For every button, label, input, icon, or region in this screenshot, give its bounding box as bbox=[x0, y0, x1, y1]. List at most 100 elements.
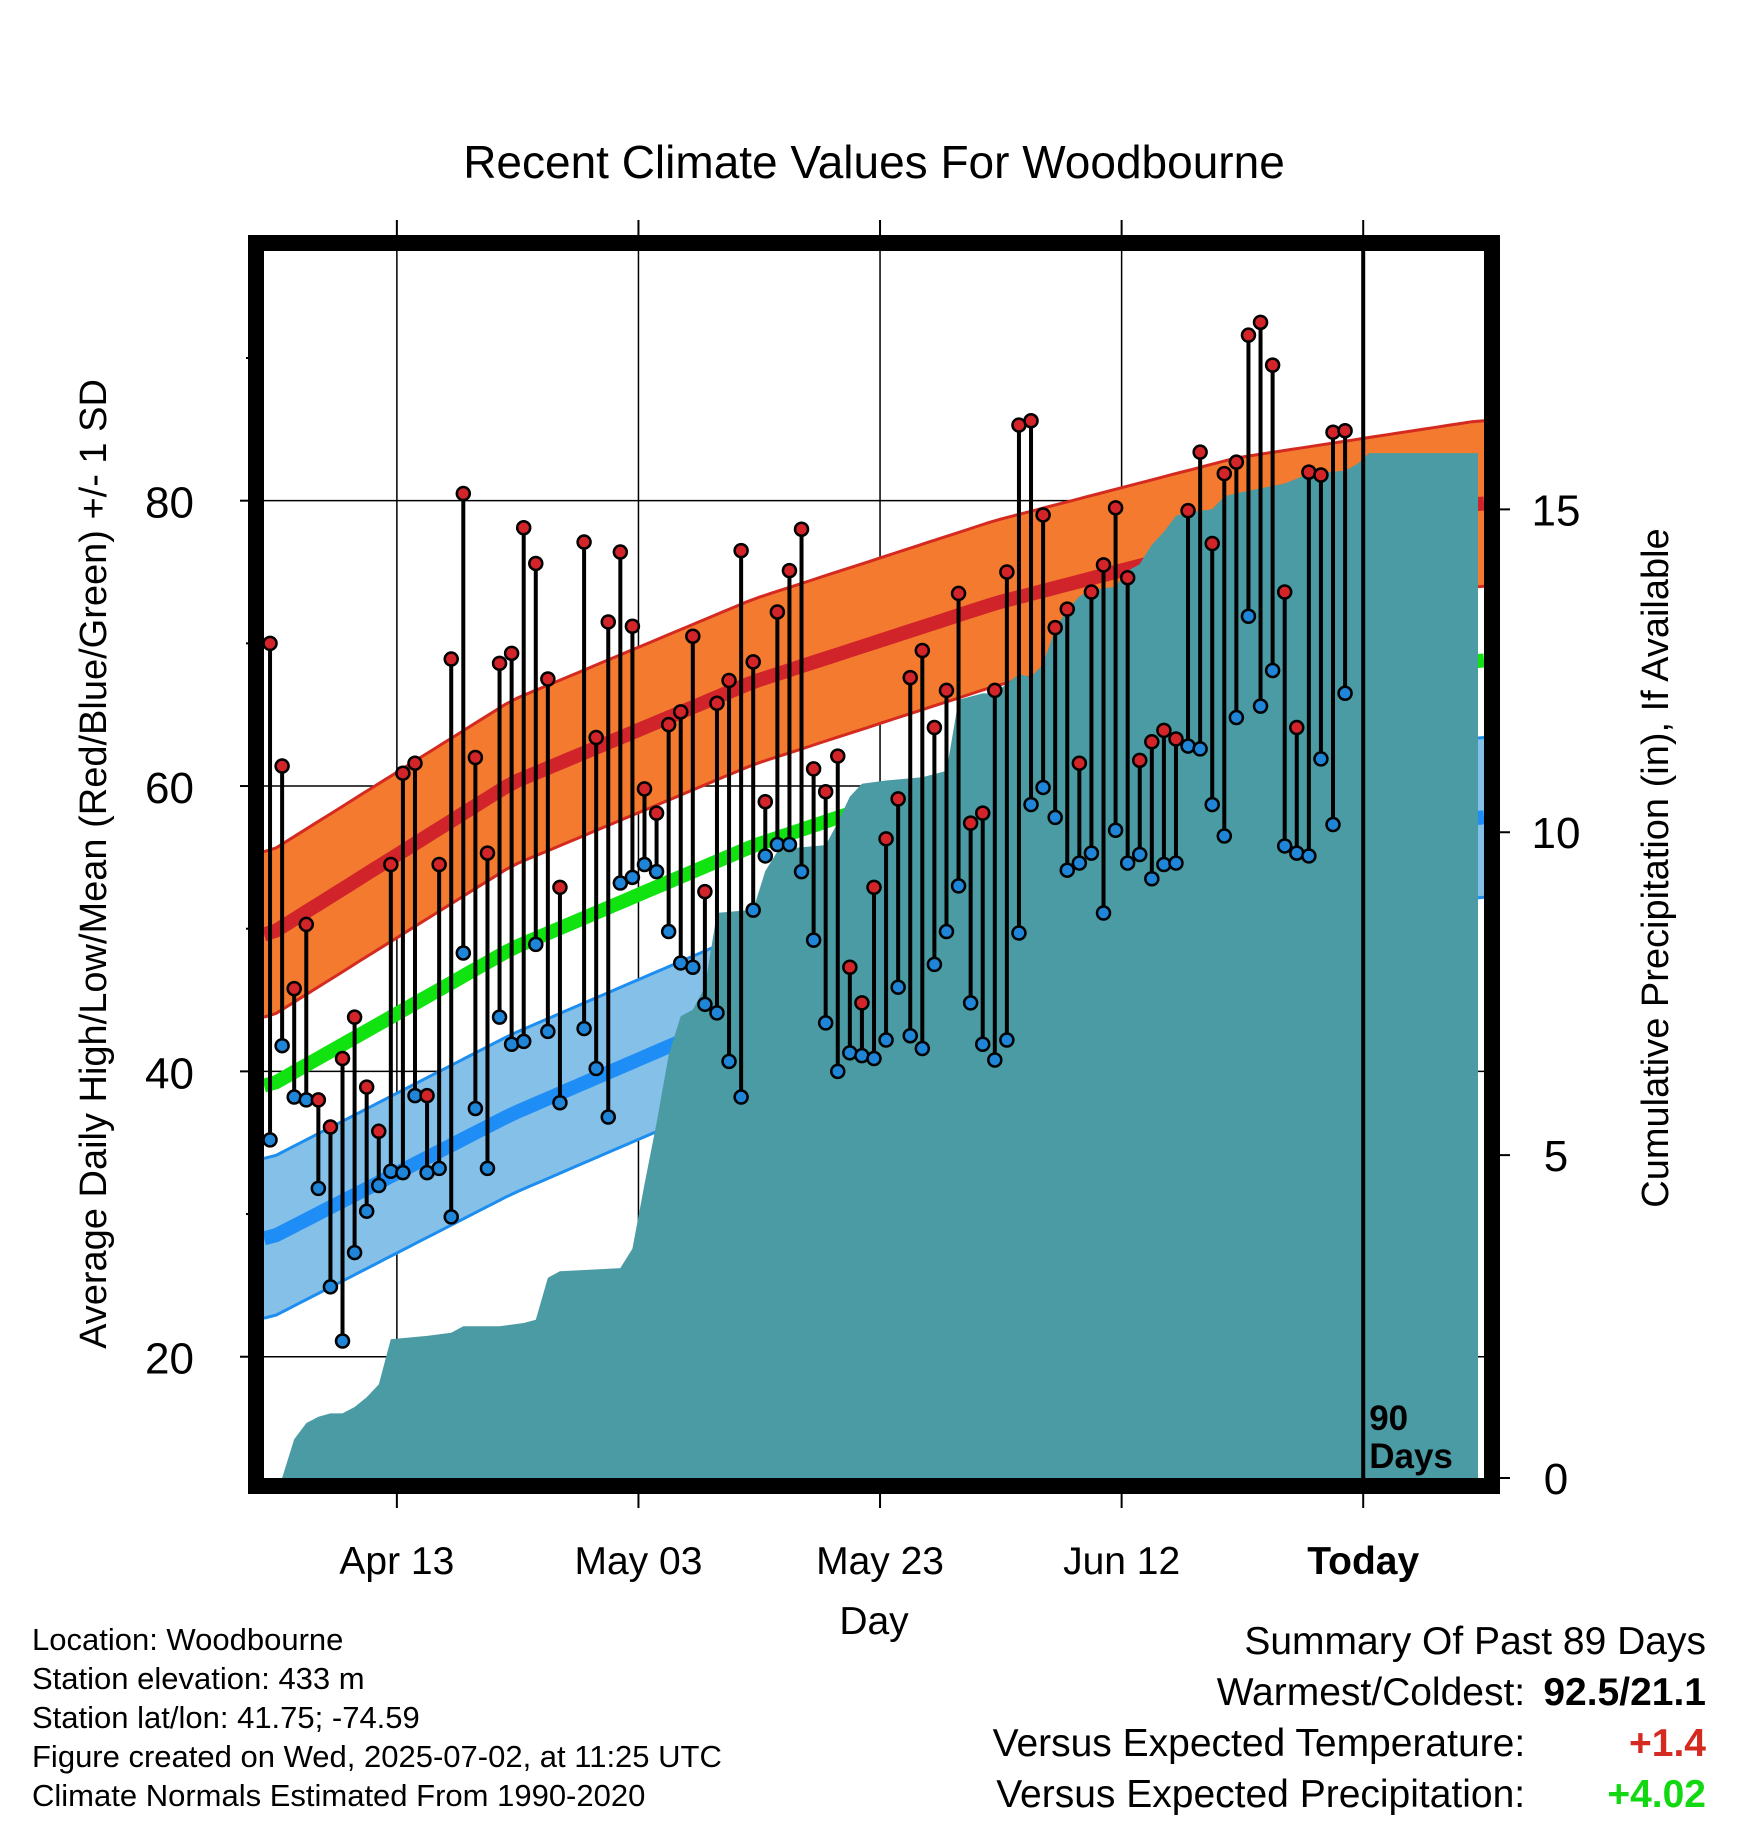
y-tick-label: 60 bbox=[145, 764, 194, 813]
daily-low-point bbox=[274, 1037, 290, 1054]
daily-high-point bbox=[987, 682, 1003, 699]
daily-high-point bbox=[890, 791, 906, 807]
daily-high-point bbox=[322, 1119, 339, 1135]
daily-high-point bbox=[1180, 502, 1196, 519]
daily-low-point bbox=[1168, 855, 1184, 871]
daily-high-point bbox=[612, 544, 629, 560]
daily-high-point bbox=[1313, 467, 1329, 483]
daily-low-point bbox=[962, 995, 979, 1011]
daily-low-point bbox=[1119, 855, 1136, 871]
daily-high-point bbox=[358, 1079, 375, 1095]
daily-high-point bbox=[721, 672, 737, 689]
daily-high-point bbox=[346, 1009, 363, 1025]
daily-high-point bbox=[709, 695, 725, 712]
daily-low-point bbox=[624, 869, 641, 886]
x-tick-label: May 23 bbox=[816, 1540, 944, 1583]
daily-low-point bbox=[455, 945, 472, 961]
daily-high-point bbox=[926, 719, 943, 736]
plot-frame bbox=[248, 235, 1500, 1494]
daily-high-point bbox=[817, 783, 834, 800]
daily-high-point bbox=[685, 628, 701, 644]
daily-high-point bbox=[999, 564, 1015, 580]
daily-low-point bbox=[830, 1063, 846, 1080]
daily-high-point bbox=[1337, 423, 1353, 439]
daily-high-point bbox=[1083, 584, 1100, 600]
today-days-count: 90 bbox=[1369, 1399, 1408, 1438]
daily-low-point bbox=[1204, 796, 1220, 813]
y2-tick-label: 5 bbox=[1544, 1132, 1568, 1181]
x-tick-label: Apr 13 bbox=[339, 1540, 454, 1583]
x-tick-label: Today bbox=[1307, 1540, 1419, 1583]
daily-high-point bbox=[1264, 357, 1281, 373]
daily-high-point bbox=[515, 520, 532, 536]
daily-low-point bbox=[588, 1060, 604, 1077]
daily-high-point bbox=[419, 1087, 435, 1104]
daily-low-point bbox=[793, 863, 810, 880]
daily-high-point bbox=[805, 761, 822, 777]
daily-low-point bbox=[636, 856, 653, 873]
daily-low-point bbox=[1083, 845, 1100, 861]
daily-low-point bbox=[1023, 796, 1039, 813]
precip-value: +4.02 bbox=[1607, 1773, 1706, 1816]
daily-low-point bbox=[1325, 816, 1341, 833]
daily-high-point bbox=[274, 758, 290, 774]
temp-label: Versus Expected Temperature: bbox=[992, 1722, 1526, 1765]
daily-low-point bbox=[745, 902, 761, 918]
daily-high-point bbox=[793, 521, 810, 537]
x-tick-label: Jun 12 bbox=[1063, 1540, 1180, 1583]
daily-low-point bbox=[1144, 871, 1160, 887]
today-days-word: Days bbox=[1369, 1437, 1453, 1476]
summary-panel: Summary Of Past 89 Days Warmest/Coldest:… bbox=[993, 1616, 1706, 1820]
daily-low-point bbox=[987, 1052, 1003, 1068]
x-tick-label: May 03 bbox=[575, 1540, 703, 1583]
daily-high-point bbox=[455, 485, 472, 502]
daily-high-point bbox=[264, 635, 278, 652]
daily-high-point bbox=[443, 651, 459, 667]
daily-low-point bbox=[395, 1164, 411, 1181]
daily-low-point bbox=[757, 848, 774, 864]
daily-low-point bbox=[322, 1279, 339, 1295]
warmest-coldest-label: Warmest/Coldest: bbox=[1216, 1671, 1526, 1714]
daily-low-point bbox=[999, 1032, 1015, 1048]
daily-low-point bbox=[878, 1032, 894, 1048]
daily-low-point bbox=[431, 1160, 447, 1177]
daily-high-point bbox=[1156, 722, 1172, 739]
daily-low-point bbox=[890, 979, 906, 995]
daily-high-point bbox=[854, 995, 870, 1011]
daily-low-point bbox=[1216, 828, 1233, 844]
daily-low-point bbox=[1252, 698, 1269, 714]
daily-low-point bbox=[310, 1180, 327, 1197]
daily-low-point bbox=[1011, 925, 1027, 941]
y2-tick-label: 10 bbox=[1532, 809, 1581, 858]
daily-high-point bbox=[310, 1092, 327, 1108]
daily-high-point bbox=[540, 671, 556, 687]
y-tick-label: 20 bbox=[145, 1335, 194, 1384]
location-text: Location: Woodbourne bbox=[32, 1622, 344, 1657]
daily-low-point bbox=[1240, 608, 1257, 624]
daily-low-point bbox=[1301, 848, 1317, 864]
daily-high-point bbox=[624, 618, 641, 634]
daily-low-point bbox=[1313, 751, 1329, 767]
y-tick-label: 40 bbox=[145, 1049, 194, 1098]
daily-low-point bbox=[1059, 862, 1076, 878]
daily-high-point bbox=[878, 831, 894, 847]
daily-high-point bbox=[745, 654, 761, 670]
daily-low-point bbox=[938, 923, 955, 940]
daily-high-point bbox=[334, 1050, 351, 1067]
daily-high-point bbox=[1071, 755, 1088, 771]
daily-low-point bbox=[1035, 779, 1051, 796]
daily-low-point bbox=[371, 1177, 387, 1194]
daily-low-point bbox=[552, 1095, 568, 1111]
daily-low-point bbox=[817, 1015, 834, 1031]
daily-high-point bbox=[769, 604, 786, 620]
daily-low-point bbox=[1337, 685, 1353, 702]
y-axis-label: Average Daily High/Low/Mean (Red/Blue/Gr… bbox=[73, 379, 115, 1349]
daily-low-point bbox=[600, 1109, 617, 1125]
daily-high-point bbox=[298, 916, 315, 933]
y2-axis-label: Cumulative Precipitation (in), If Availa… bbox=[1635, 528, 1677, 1207]
daily-high-point bbox=[1216, 465, 1233, 482]
daily-high-point bbox=[672, 704, 689, 720]
daily-low-point bbox=[479, 1160, 496, 1177]
